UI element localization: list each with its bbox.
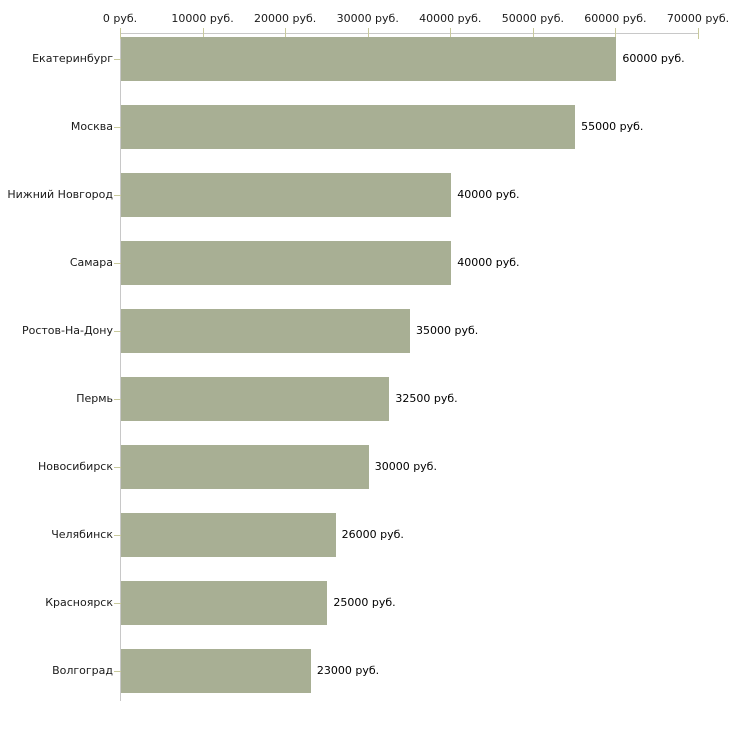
value-label: 23000 руб. bbox=[316, 664, 380, 677]
value-label: 35000 руб. bbox=[416, 324, 479, 337]
category-label: Челябинск bbox=[51, 528, 113, 541]
x-axis-tick-mark bbox=[367, 28, 369, 39]
y-axis-tick-mark bbox=[114, 263, 121, 264]
x-axis-tick-label: 60000 руб. bbox=[584, 12, 647, 25]
value-label: 25000 руб. bbox=[333, 596, 396, 609]
value-label: 40000 руб. bbox=[457, 256, 520, 269]
bar bbox=[121, 513, 336, 557]
value-label: 26000 руб. bbox=[341, 528, 404, 541]
x-axis-tick-mark bbox=[285, 28, 287, 39]
x-axis-tick-mark bbox=[698, 28, 699, 39]
x-axis-tick-label: 10000 руб. bbox=[171, 12, 234, 25]
y-axis-tick-mark bbox=[114, 59, 121, 60]
y-axis-tick-mark bbox=[114, 467, 121, 468]
x-axis-tick-label: 70000 руб. bbox=[666, 12, 730, 25]
value-label: 55000 руб. bbox=[581, 120, 644, 133]
category-label: Волгоград bbox=[52, 664, 113, 677]
value-label: 60000 руб. bbox=[622, 52, 685, 65]
bar bbox=[121, 377, 390, 421]
bar bbox=[121, 309, 410, 353]
bar bbox=[121, 445, 369, 489]
value-label: 32500 руб. bbox=[395, 392, 458, 405]
bar bbox=[121, 173, 452, 217]
value-label: 40000 руб. bbox=[457, 188, 520, 201]
y-axis-line bbox=[120, 33, 121, 701]
y-axis-tick-mark bbox=[114, 127, 121, 128]
category-label: Москва bbox=[70, 120, 113, 133]
x-axis-line bbox=[120, 33, 699, 34]
category-label: Нижний Новгород bbox=[7, 188, 113, 201]
x-axis-tick-label: 40000 руб. bbox=[419, 12, 482, 25]
x-axis-tick-mark bbox=[450, 28, 452, 39]
y-axis-tick-mark bbox=[114, 399, 121, 400]
bar bbox=[121, 241, 452, 285]
x-axis-tick-mark bbox=[532, 28, 534, 39]
y-axis-tick-mark bbox=[114, 671, 121, 672]
x-axis-tick-label: 50000 руб. bbox=[501, 12, 564, 25]
category-label: Новосибирск bbox=[37, 460, 113, 473]
bar bbox=[121, 649, 311, 693]
x-axis-tick-label: 30000 руб. bbox=[336, 12, 399, 25]
y-axis-tick-mark bbox=[114, 535, 121, 536]
x-axis-tick-mark bbox=[202, 28, 204, 39]
category-label: Екатеринбург bbox=[32, 52, 113, 65]
bar bbox=[121, 581, 328, 625]
x-axis-tick-label: 0 руб. bbox=[102, 12, 138, 25]
bar bbox=[121, 37, 617, 81]
category-label: Красноярск bbox=[45, 596, 113, 609]
category-label: Пермь bbox=[76, 392, 113, 405]
x-axis-tick-mark bbox=[120, 28, 121, 39]
y-axis-tick-mark bbox=[114, 195, 121, 196]
category-label: Ростов-На-Дону bbox=[21, 324, 113, 337]
value-label: 30000 руб. bbox=[374, 460, 437, 473]
y-axis-tick-mark bbox=[114, 603, 121, 604]
x-axis-tick-label: 20000 руб. bbox=[254, 12, 317, 25]
x-axis-tick-mark bbox=[615, 28, 617, 39]
y-axis-tick-mark bbox=[114, 331, 121, 332]
bar bbox=[121, 105, 576, 149]
category-label: Самара bbox=[69, 256, 113, 269]
